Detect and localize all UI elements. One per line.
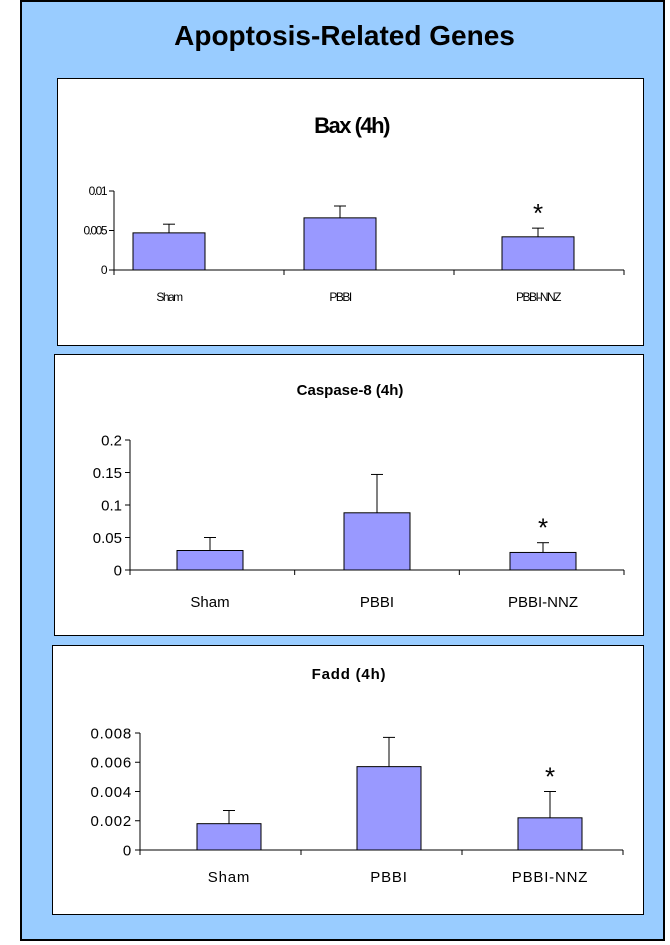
bar-pbbi-nnz <box>509 551 577 571</box>
y-tick-label: 0.01 <box>89 184 108 198</box>
chart-panel-bax: Bax (4h) 0 0.005 0.01 Sham PBBI PBBI-NNZ * <box>57 78 644 346</box>
y-tick-label: 0 <box>101 263 108 277</box>
y-tick-label: 0.008 <box>90 725 132 742</box>
y-tick-label: 0.004 <box>90 784 132 801</box>
chart-title: Caspase-8 (4h) <box>297 382 404 399</box>
bar-pbbi-nnz <box>517 817 583 851</box>
bar-chart-fadd: Fadd (4h) 0 0.002 0.004 0.006 0.008 Sham PBBI PB… <box>90 666 624 886</box>
significance-asterisk: * <box>545 762 555 792</box>
y-tick-label: 0.2 <box>101 432 122 449</box>
x-category-label: PBBI <box>360 594 394 611</box>
y-tick-label: 0.05 <box>93 530 122 547</box>
chart-title: Bax (4h) <box>314 113 390 138</box>
x-category-label: Sham <box>208 869 250 886</box>
bar-pbbi-nnz <box>501 236 575 271</box>
chart-panel-caspase-8: Caspase-8 (4h) 0 0.05 0.1 0.15 0.2 Sham PBBI PBB… <box>54 354 644 636</box>
bar-sham <box>196 823 262 851</box>
bar-chart-caspase-8: Caspase-8 (4h) 0 0.05 0.1 0.15 0.2 Sham PBBI PBB… <box>93 382 625 611</box>
x-category-label: PBBI-NNZ <box>512 869 588 886</box>
chart-panel-fadd: Fadd (4h) 0 0.002 0.004 0.006 0.008 Sham PBBI PB… <box>52 645 644 915</box>
bar-pbbi <box>303 217 377 271</box>
y-tick-label: 0 <box>123 842 132 859</box>
bar-sham <box>176 550 244 571</box>
x-category-label: PBBI-NNZ <box>508 594 578 611</box>
x-category-label: Sham <box>190 594 229 611</box>
x-category-label: Sham <box>156 290 183 304</box>
slide-title: Apoptosis-Related Genes <box>174 20 515 51</box>
x-category-label: PBBI <box>370 869 407 886</box>
bar-pbbi <box>356 766 422 851</box>
y-tick-label: 0.005 <box>83 224 107 238</box>
significance-asterisk: * <box>533 198 543 228</box>
y-tick-label: 0.15 <box>93 465 122 482</box>
bar-sham <box>132 232 206 271</box>
y-tick-label: 0 <box>114 562 122 579</box>
bar-pbbi <box>343 512 411 571</box>
y-tick-label: 0.1 <box>101 497 122 514</box>
y-tick-label: 0.002 <box>90 813 132 830</box>
x-category-label: PBBI-NNZ <box>516 290 561 304</box>
y-tick-label: 0.006 <box>90 755 132 772</box>
bar-chart-bax: Bax (4h) 0 0.005 0.01 Sham PBBI PBBI-NNZ * <box>83 113 625 304</box>
chart-title: Fadd (4h) <box>312 666 387 683</box>
x-category-label: PBBI <box>329 290 352 304</box>
significance-asterisk: * <box>538 513 548 543</box>
